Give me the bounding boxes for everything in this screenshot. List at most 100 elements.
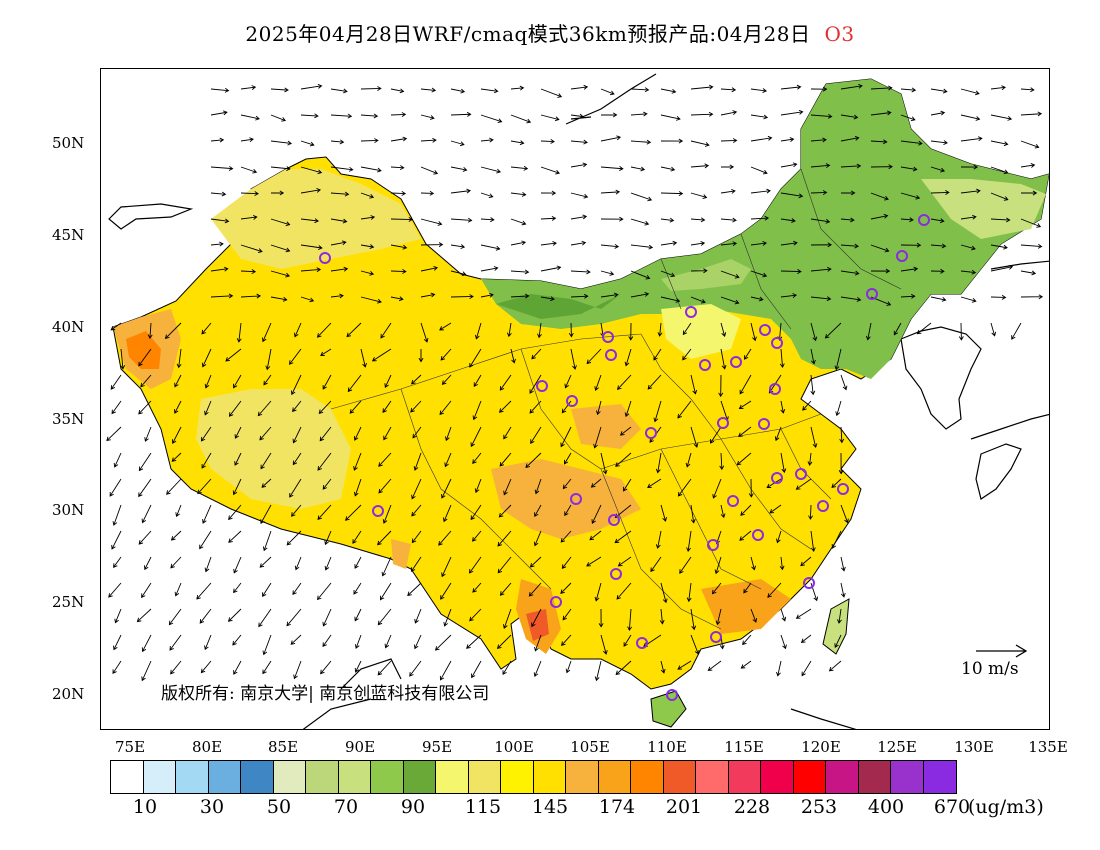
wind-arrow (534, 478, 542, 495)
station-marker[interactable] (685, 306, 697, 318)
station-marker[interactable] (536, 380, 548, 392)
station-marker[interactable] (918, 214, 930, 226)
wind-arrow (831, 530, 842, 549)
station-marker[interactable] (866, 288, 878, 300)
wind-arrow (175, 504, 182, 518)
station-marker[interactable] (727, 495, 739, 507)
wind-arrow (776, 660, 782, 677)
wind-arrow (653, 400, 662, 423)
ozone-field (112, 78, 1049, 728)
station-marker[interactable] (707, 539, 719, 551)
wind-arrow (270, 166, 291, 171)
station-marker[interactable] (570, 493, 582, 505)
station-marker[interactable] (645, 427, 657, 439)
station-marker[interactable] (666, 689, 678, 701)
wind-arrow (144, 426, 152, 442)
wind-arrow (498, 504, 512, 518)
wind-arrow (900, 114, 916, 122)
station-marker[interactable] (759, 324, 771, 336)
wind-arrow (529, 400, 542, 414)
wind-arrow (740, 504, 752, 516)
station-marker[interactable] (372, 505, 384, 517)
station-marker[interactable] (566, 395, 578, 407)
wind-arrow (600, 292, 619, 298)
wind-arrow (411, 374, 422, 385)
station-marker[interactable] (636, 637, 648, 649)
wind-arrow (614, 530, 632, 544)
wind-arrow (233, 374, 242, 389)
wind-arrow (510, 218, 527, 226)
wind-arrow (141, 634, 152, 653)
wind-arrow (709, 426, 722, 444)
wind-arrow (289, 348, 302, 365)
wind-arrow (441, 478, 452, 499)
wind-arrow (324, 530, 332, 546)
wind-arrow (750, 608, 758, 623)
wind-arrow (138, 400, 152, 415)
wind-arrow (411, 530, 422, 544)
wind-arrow (900, 87, 917, 93)
wind-arrow (439, 400, 452, 416)
wind-arrow (200, 426, 212, 442)
station-marker[interactable] (896, 250, 908, 262)
wind-arrow (900, 266, 919, 272)
wind-arrow (840, 556, 846, 572)
station-marker[interactable] (608, 514, 620, 526)
wind-arrow (748, 478, 754, 498)
wind-arrow (810, 530, 816, 552)
wind-arrow (382, 504, 392, 524)
station-marker[interactable] (752, 529, 764, 541)
station-marker[interactable] (550, 596, 562, 608)
lon-label-105e: 105E (570, 738, 610, 756)
wind-arrow (353, 582, 362, 595)
wind-arrow (810, 426, 818, 449)
wind-arrow (409, 660, 422, 677)
wind-arrow (204, 374, 212, 389)
lon-label-110e: 110E (647, 738, 687, 756)
wind-arrow (533, 660, 542, 678)
legend-swatch (663, 761, 696, 793)
wind-arrow (114, 608, 122, 624)
wind-arrow (261, 478, 272, 488)
station-marker[interactable] (717, 417, 729, 429)
station-marker[interactable] (837, 483, 849, 495)
wind-arrow (630, 218, 650, 226)
station-marker[interactable] (602, 331, 614, 343)
station-marker[interactable] (771, 472, 783, 484)
station-marker[interactable] (730, 356, 742, 368)
station-marker[interactable] (710, 631, 722, 643)
wind-arrow (300, 296, 315, 303)
wind-arrow (677, 660, 692, 670)
station-marker[interactable] (771, 337, 783, 349)
station-marker[interactable] (610, 568, 622, 580)
wind-arrow (930, 218, 945, 224)
wind-arrow (170, 530, 182, 541)
station-marker[interactable] (605, 349, 617, 361)
wind-arrow (474, 322, 482, 340)
wind-arrow (960, 188, 981, 194)
map-panel[interactable]: 版权所有: 南京大学| 南京创蓝科技有限公司 10 m/s (100, 68, 1050, 730)
wind-arrow (443, 504, 452, 523)
wind-arrow (840, 374, 848, 391)
station-marker[interactable] (699, 359, 711, 371)
station-marker[interactable] (817, 500, 829, 512)
wind-arrow (439, 322, 452, 331)
wind-arrow (990, 85, 1007, 91)
wind-arrow (480, 88, 499, 94)
station-marker[interactable] (803, 577, 815, 589)
station-marker[interactable] (769, 383, 781, 395)
wind-arrow (750, 166, 768, 175)
station-marker[interactable] (758, 418, 770, 430)
wind-arrow (560, 582, 572, 594)
wind-arrow (166, 478, 182, 495)
legend-swatch (273, 761, 306, 793)
wind-arrow (750, 135, 773, 142)
wind-arrow (233, 556, 242, 574)
wind-arrow (384, 374, 392, 388)
wind-arrow (810, 296, 832, 302)
wind-arrow (262, 530, 272, 552)
wind-arrow (810, 113, 833, 119)
wind-arrow (660, 88, 677, 94)
station-marker[interactable] (319, 252, 331, 264)
station-marker[interactable] (795, 468, 807, 480)
